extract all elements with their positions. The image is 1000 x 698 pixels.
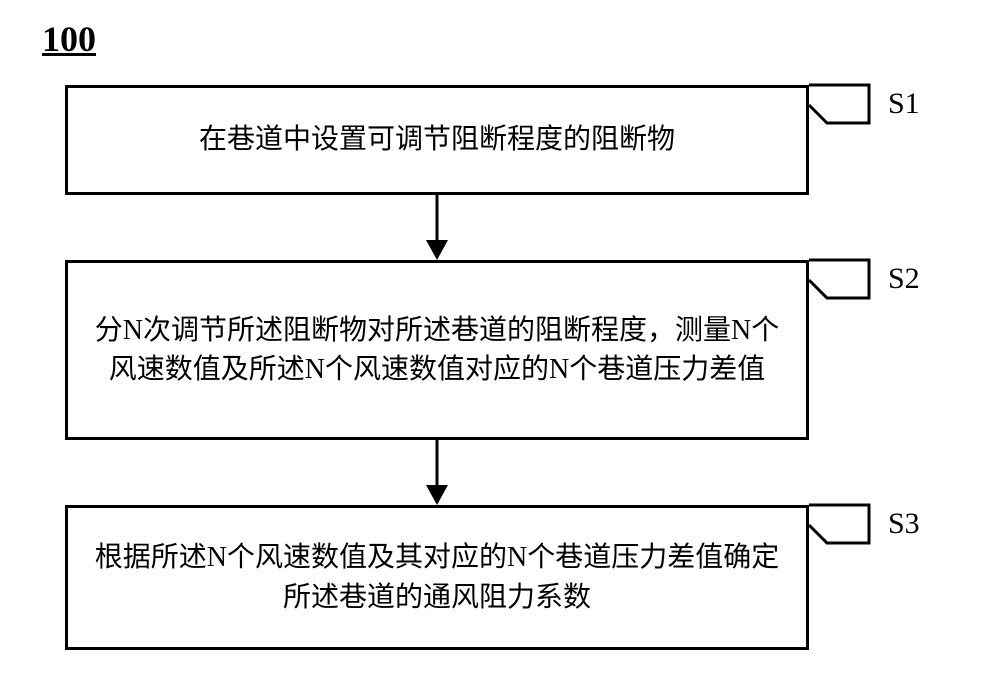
step-text: 在巷道中设置可调节阻断程度的阻断物: [199, 120, 675, 159]
step-tag-s3: S3: [888, 507, 920, 541]
flowchart-canvas: 100 在巷道中设置可调节阻断程度的阻断物 S1 分N次调节所述阻断物对所述巷道的阻…: [0, 0, 1000, 698]
callout-s3: [809, 503, 869, 543]
step-box-s2: 分N次调节所述阻断物对所述巷道的阻断程度，测量N个风速数值及所述N个风速数值对应…: [65, 260, 809, 440]
figure-number: 100: [42, 18, 96, 60]
callout-s1: [809, 83, 869, 123]
callout-s2: [809, 258, 869, 298]
step-text: 根据所述N个风速数值及其对应的N个巷道压力差值确定所述巷道的通风阻力系数: [90, 538, 784, 616]
arrow-1: [422, 195, 452, 260]
step-tag-s2: S2: [888, 262, 920, 296]
step-tag-s1: S1: [888, 87, 920, 121]
arrow-2: [422, 440, 452, 505]
step-text: 分N次调节所述阻断物对所述巷道的阻断程度，测量N个风速数值及所述N个风速数值对应…: [90, 311, 784, 389]
step-box-s1: 在巷道中设置可调节阻断程度的阻断物: [65, 85, 809, 195]
step-box-s3: 根据所述N个风速数值及其对应的N个巷道压力差值确定所述巷道的通风阻力系数: [65, 505, 809, 650]
